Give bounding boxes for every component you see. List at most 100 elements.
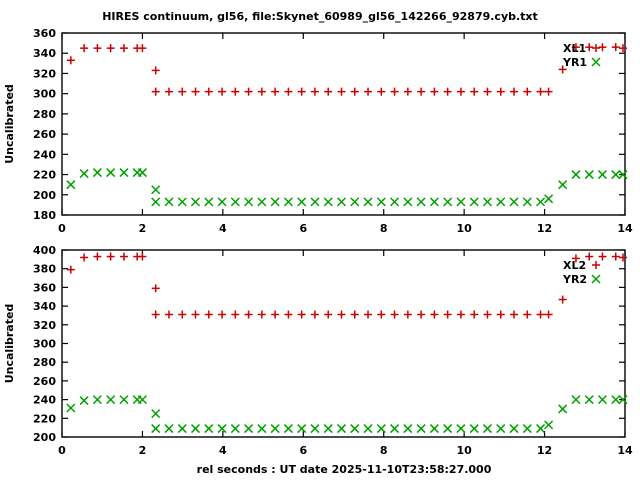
- data-point: [164, 424, 174, 434]
- data-point: [469, 424, 479, 434]
- data-point: [416, 197, 426, 207]
- series-XL1: [66, 43, 627, 96]
- data-point: [443, 197, 453, 207]
- data-point: [618, 395, 628, 405]
- plot-frame: [61, 32, 626, 216]
- data-point: [482, 424, 492, 434]
- data-point: [297, 424, 307, 434]
- data-point: [283, 424, 293, 434]
- data-point: [536, 424, 546, 434]
- x-tick-label: 2: [139, 444, 147, 457]
- data-point: [571, 170, 581, 180]
- data-point: [190, 424, 201, 434]
- data-point: [190, 197, 201, 207]
- data-point: [429, 424, 439, 434]
- y-tick-label: 380: [33, 263, 56, 276]
- y-axis-label: Uncalibrated: [3, 84, 16, 164]
- y-tick-label: 260: [33, 128, 56, 141]
- data-point: [403, 424, 413, 434]
- data-point: [390, 197, 400, 207]
- y-tick-label: 340: [33, 47, 56, 60]
- data-point: [544, 420, 554, 430]
- data-point: [137, 395, 147, 405]
- series-YR1: [66, 168, 628, 207]
- data-point: [456, 197, 466, 207]
- y-tick-label: 200: [33, 189, 56, 202]
- data-point: [376, 424, 386, 434]
- data-point: [119, 168, 129, 178]
- data-point: [257, 197, 267, 207]
- data-point: [496, 197, 506, 207]
- data-point: [611, 170, 621, 180]
- data-point: [509, 424, 519, 434]
- data-point: [522, 197, 532, 207]
- y-tick-label: 360: [33, 27, 56, 40]
- x-tick-label: 4: [219, 444, 227, 457]
- data-point: [151, 197, 161, 207]
- x-tick-label: 4: [219, 222, 227, 235]
- x-tick-label: 6: [299, 444, 307, 457]
- x-tick-label: 12: [537, 222, 552, 235]
- series-XL2: [66, 252, 627, 319]
- data-point: [544, 194, 554, 204]
- data-point: [443, 424, 453, 434]
- y-tick-label: 300: [33, 338, 56, 351]
- x-tick-label: 0: [58, 444, 66, 457]
- data-point: [119, 395, 129, 405]
- y-tick-label: 240: [33, 394, 56, 407]
- legend-label: YR1: [562, 56, 587, 69]
- data-point: [283, 197, 293, 207]
- data-point: [509, 197, 519, 207]
- data-point: [217, 424, 227, 434]
- data-point: [151, 424, 161, 434]
- data-point: [66, 180, 76, 190]
- x-tick-label: 0: [58, 222, 66, 235]
- data-point: [177, 197, 187, 207]
- data-point: [469, 197, 479, 207]
- y-tick-label: 220: [33, 169, 56, 182]
- y-tick-label: 340: [33, 300, 56, 313]
- data-point: [597, 170, 608, 180]
- data-point: [323, 424, 333, 434]
- data-point: [164, 197, 174, 207]
- y-tick-label: 220: [33, 412, 56, 425]
- data-point: [92, 395, 102, 405]
- data-point: [230, 424, 240, 434]
- data-point: [522, 424, 532, 434]
- data-point: [482, 197, 492, 207]
- data-point: [456, 424, 466, 434]
- data-point: [350, 424, 360, 434]
- x-axis-label: rel seconds : UT date 2025-11-10T23:58:2…: [197, 463, 492, 476]
- data-point: [310, 197, 320, 207]
- x-tick-label: 8: [380, 444, 388, 457]
- data-point: [177, 424, 187, 434]
- legend-marker: [591, 57, 601, 67]
- data-point: [390, 424, 400, 434]
- y-tick-label: 200: [33, 431, 56, 444]
- data-point: [429, 197, 439, 207]
- chart-title: HIRES continuum, gl56, file:Skynet_60989…: [102, 10, 538, 23]
- x-tick-label: 6: [299, 222, 307, 235]
- data-point: [204, 424, 214, 434]
- data-point: [151, 185, 161, 195]
- data-point: [137, 168, 147, 178]
- legend-label: YR2: [562, 273, 587, 286]
- x-tick-label: 14: [617, 444, 633, 457]
- y-tick-label: 400: [33, 244, 56, 257]
- data-point: [416, 424, 426, 434]
- legend-label: XL1: [563, 42, 586, 55]
- data-point: [217, 197, 227, 207]
- data-point: [363, 197, 373, 207]
- data-point: [571, 395, 581, 405]
- data-point: [106, 168, 116, 178]
- data-point: [584, 395, 594, 405]
- y-tick-label: 240: [33, 148, 56, 161]
- x-tick-label: 2: [139, 222, 147, 235]
- y-tick-label: 280: [33, 108, 56, 121]
- plot-frame: [61, 249, 626, 438]
- data-point: [230, 197, 240, 207]
- data-point: [536, 197, 546, 207]
- data-point: [496, 424, 506, 434]
- x-tick-label: 8: [380, 222, 388, 235]
- y-tick-label: 260: [33, 375, 56, 388]
